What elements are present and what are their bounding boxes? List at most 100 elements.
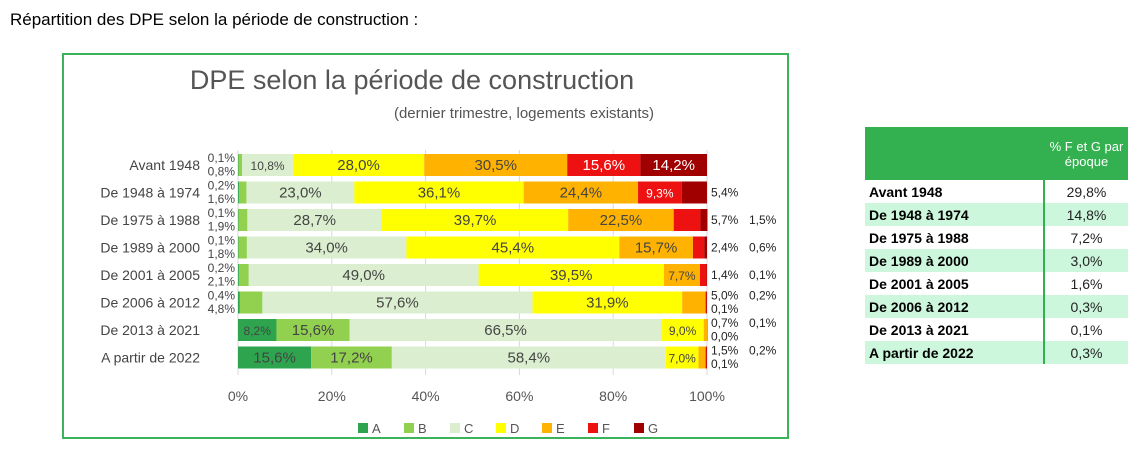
bar-segment-A xyxy=(238,291,240,314)
bar-segment-D xyxy=(532,291,683,314)
bar-segment-C xyxy=(248,264,479,286)
bar-segment-B xyxy=(238,264,249,286)
data-label: 49,0% xyxy=(342,267,385,284)
table-header: % F et G par époque xyxy=(1043,127,1128,180)
bar-segment-F xyxy=(673,209,701,231)
table-row: De 2001 à 2005 1,6% xyxy=(865,272,1128,295)
bar-segment-E xyxy=(682,291,706,314)
fg-value: 0,3% xyxy=(1043,341,1128,364)
legend-swatch-B xyxy=(404,423,414,433)
period-label: De 1989 à 2000 xyxy=(865,249,1044,272)
fg-share-table: % F et G par époque Avant 1948 29,8% De 19… xyxy=(865,127,1128,364)
data-label: 0,8% xyxy=(208,165,236,179)
x-tick-label: 80% xyxy=(599,388,627,404)
data-label: 39,5% xyxy=(550,267,593,284)
bar-segment-A xyxy=(238,264,239,286)
legend-swatch-F xyxy=(588,423,598,433)
fg-value: 1,6% xyxy=(1043,272,1128,295)
data-label: 1,5% xyxy=(749,213,777,227)
legend-label: C xyxy=(464,421,473,436)
data-label: 22,5% xyxy=(600,212,643,229)
category-label: Avant 1948 xyxy=(129,157,200,173)
legend-label: A xyxy=(372,421,381,436)
data-label: 15,6% xyxy=(292,322,335,339)
data-label: 45,4% xyxy=(492,240,535,257)
fg-value: 14,8% xyxy=(1043,203,1128,226)
bar-segment-F xyxy=(705,291,707,314)
period-label: De 1948 à 1974 xyxy=(865,203,1044,226)
bar-segment-C xyxy=(247,209,382,231)
bar-segment-C xyxy=(349,319,662,341)
data-label: 0,1% xyxy=(208,206,236,220)
category-label: De 1989 à 2000 xyxy=(100,240,200,256)
bar-segment-B xyxy=(238,236,247,259)
data-label: 4,8% xyxy=(208,302,236,316)
chart-title: DPE selon la période de construction xyxy=(190,65,634,95)
data-label: 39,7% xyxy=(454,212,497,229)
fg-value: 29,8% xyxy=(1043,180,1128,203)
legend-label: D xyxy=(510,421,519,436)
data-label: 7,0% xyxy=(668,352,696,366)
bar-segment-D xyxy=(661,319,704,341)
period-label: A partir de 2022 xyxy=(865,341,1044,364)
bar-segment-C xyxy=(242,154,293,176)
bar-segment-B xyxy=(238,209,248,231)
bar-segment-A xyxy=(238,346,312,369)
bar-segment-G xyxy=(700,209,708,231)
data-label: 31,9% xyxy=(586,295,629,312)
data-label: 15,6% xyxy=(583,157,626,174)
bar-segment-C xyxy=(262,291,533,314)
category-label: De 1975 à 1988 xyxy=(100,212,200,228)
bar-segment-D xyxy=(406,236,620,259)
bar-segment-E xyxy=(619,236,693,259)
x-tick-label: 0% xyxy=(228,388,248,404)
data-label: 0,2% xyxy=(208,261,236,275)
bar-segment-F xyxy=(638,181,682,204)
bar-segment-D xyxy=(478,264,664,286)
bar-segment-D xyxy=(381,209,569,231)
period-label: De 1975 à 1988 xyxy=(869,229,969,246)
bar-segment-E xyxy=(568,209,674,231)
data-label: 57,6% xyxy=(376,295,419,312)
table-row: De 2013 à 2021 0,1% xyxy=(865,318,1128,341)
data-label: 5,4% xyxy=(711,186,739,200)
legend-swatch-D xyxy=(496,423,506,433)
data-label: 28,0% xyxy=(337,157,380,174)
data-label: 66,5% xyxy=(484,322,527,339)
period-label: Avant 1948 xyxy=(869,183,943,200)
table-row: Avant 1948 29,8% xyxy=(865,180,1128,203)
data-label: 0,6% xyxy=(749,241,777,255)
data-label: 34,0% xyxy=(305,240,348,257)
category-label: De 2006 à 2012 xyxy=(100,295,200,311)
data-label: 1,9% xyxy=(208,220,236,234)
bar-segment-C xyxy=(246,181,355,204)
bar-segment-E xyxy=(703,319,707,341)
fg-value: 7,2% xyxy=(1043,226,1128,249)
fg-value: 3,0% xyxy=(1043,249,1128,272)
data-label: 5,0% xyxy=(711,289,739,303)
data-label: 2,4% xyxy=(711,241,739,255)
legend-swatch-A xyxy=(358,423,368,433)
chart-subtitle: (dernier trimestre, logements existants) xyxy=(394,105,654,122)
bar-segment-E xyxy=(663,264,700,286)
data-label: 0,1% xyxy=(711,357,739,371)
data-label: 0,1% xyxy=(208,234,236,248)
legend-label: E xyxy=(556,421,565,436)
bar-segment-B xyxy=(276,319,350,341)
data-label: 36,1% xyxy=(418,185,461,202)
x-tick-label: 60% xyxy=(505,388,533,404)
bar-segment-B xyxy=(238,154,243,176)
data-label: 58,4% xyxy=(508,350,551,367)
data-label: 1,8% xyxy=(208,247,236,261)
bar-segment-A xyxy=(238,181,239,204)
data-label: 23,0% xyxy=(279,185,322,202)
bar-segment-B xyxy=(239,291,263,314)
data-label: 0,1% xyxy=(711,302,739,316)
category-label: De 2001 à 2005 xyxy=(100,267,200,283)
bar-segment-D xyxy=(354,181,524,204)
data-label: 1,4% xyxy=(711,268,739,282)
data-label: 8,2% xyxy=(244,324,272,338)
table-row: De 2006 à 2012 0,3% xyxy=(865,295,1128,318)
data-label: 9,0% xyxy=(669,324,697,338)
data-label: 15,6% xyxy=(253,350,296,367)
